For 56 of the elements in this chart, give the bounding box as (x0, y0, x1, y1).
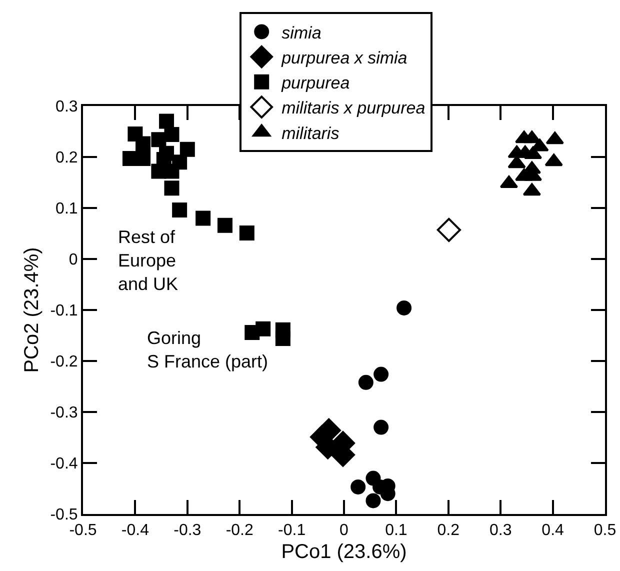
y-tick-label: 0 (68, 252, 78, 269)
y-tick-label: -0.4 (50, 456, 78, 473)
annotation: Goring S France (part) (147, 328, 268, 372)
point (164, 127, 180, 142)
point (396, 300, 412, 316)
point (172, 154, 188, 170)
point (275, 331, 290, 346)
y-tick-label: -0.5 (50, 506, 78, 524)
y-tick-label: 0.2 (56, 150, 78, 167)
point (358, 374, 374, 390)
point (546, 132, 564, 144)
point (196, 210, 211, 226)
point (350, 479, 366, 494)
point (172, 202, 188, 218)
y-axis-title: PCo2 (23.4%) (21, 247, 44, 373)
x-tick-label: 0.5 (594, 522, 616, 540)
point (151, 132, 166, 148)
point (366, 493, 381, 508)
x-tick-label: 0 (340, 522, 349, 540)
y-tick-label: -0.2 (50, 354, 78, 371)
point (256, 321, 271, 336)
legend-label: simia (282, 23, 322, 42)
y-tick-label: 0.3 (56, 98, 78, 116)
x-tick-label: -0.1 (278, 522, 306, 540)
x-axis-title: PCo1 (23.6%) (281, 541, 407, 564)
x-tick-label: 0.2 (437, 522, 460, 540)
legend-label: purpurea x simia (280, 48, 408, 68)
point (159, 114, 174, 129)
point (436, 218, 461, 242)
point (522, 130, 541, 144)
point (217, 218, 232, 233)
point (508, 156, 526, 168)
x-tick-label: -0.2 (226, 522, 254, 540)
legend-label: militaris (282, 124, 340, 143)
annotation: Rest of Europe and UK (118, 227, 178, 294)
legend-label: militaris x purpurea (282, 98, 426, 118)
point (522, 183, 541, 196)
x-tick-label: -0.4 (121, 522, 150, 540)
point (136, 136, 151, 152)
point (164, 180, 180, 196)
y-tick-label: -0.1 (50, 302, 78, 320)
x-tick-label: 0.3 (489, 522, 512, 540)
y-tick-label: 0.1 (56, 200, 78, 218)
y-tick-label: -0.3 (50, 404, 78, 422)
point (374, 366, 389, 382)
point (544, 154, 563, 166)
point (180, 142, 195, 157)
point (159, 146, 174, 161)
point (374, 420, 389, 435)
x-tick-label: 0.1 (385, 522, 408, 540)
x-tick-label: 0.4 (542, 522, 564, 540)
point (136, 151, 151, 166)
legend-label: purpurea (280, 74, 350, 93)
x-tick-label: -0.3 (174, 522, 202, 540)
x-tick-label: -0.5 (69, 522, 97, 540)
point (239, 225, 254, 240)
